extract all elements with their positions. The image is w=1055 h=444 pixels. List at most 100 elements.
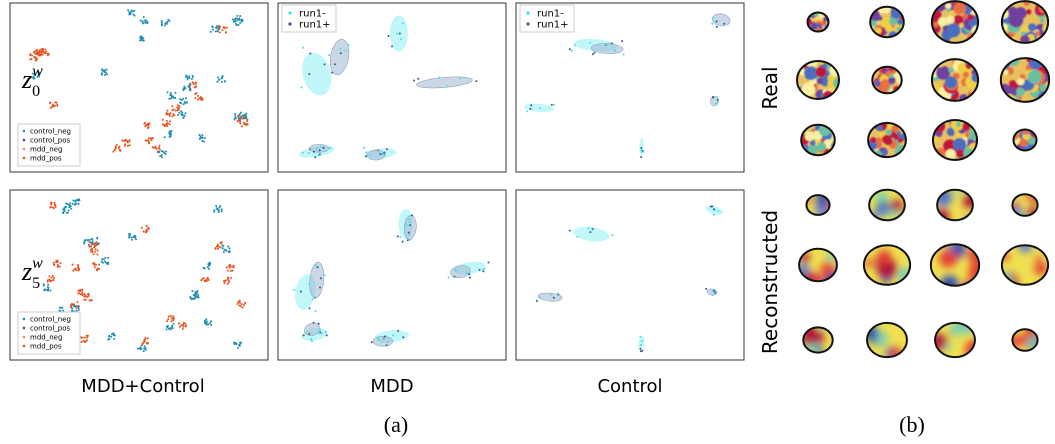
point — [164, 136, 166, 138]
point — [328, 54, 330, 56]
point — [469, 277, 471, 279]
point — [713, 290, 715, 292]
point — [315, 264, 317, 266]
point — [242, 114, 244, 116]
run-scatter — [292, 209, 489, 346]
brain — [927, 0, 984, 47]
point — [118, 147, 120, 149]
point — [166, 320, 168, 322]
point — [171, 96, 173, 98]
point — [72, 264, 74, 266]
point — [221, 29, 223, 31]
point — [180, 113, 182, 115]
point — [182, 98, 184, 100]
point — [106, 73, 108, 75]
point — [201, 134, 203, 136]
point — [210, 31, 212, 33]
point — [216, 30, 218, 32]
point — [409, 221, 411, 223]
legend-marker — [23, 148, 26, 151]
point — [223, 280, 225, 282]
point — [145, 125, 147, 127]
brain — [867, 2, 909, 41]
point — [173, 114, 175, 116]
point — [169, 328, 171, 330]
blob — [946, 23, 960, 37]
point — [182, 323, 184, 325]
point — [118, 146, 120, 148]
point — [402, 22, 404, 24]
point — [180, 110, 182, 112]
point — [308, 283, 310, 285]
point — [339, 47, 341, 49]
blob — [953, 2, 965, 14]
point — [133, 10, 135, 12]
point — [233, 118, 235, 120]
point — [386, 344, 388, 346]
blob — [939, 249, 957, 267]
blob — [999, 33, 1011, 45]
point — [169, 120, 171, 122]
legend-label: control_pos — [30, 137, 70, 145]
point — [184, 115, 186, 117]
ellipse — [524, 102, 555, 113]
point — [92, 251, 94, 253]
point — [392, 334, 394, 336]
point — [235, 17, 237, 19]
point — [162, 123, 164, 125]
point — [717, 210, 719, 212]
point — [224, 81, 226, 83]
run-scatter: run1-run1+ — [282, 5, 477, 160]
point — [219, 32, 221, 34]
point — [387, 35, 389, 37]
blob — [930, 183, 946, 199]
blob — [897, 137, 902, 142]
point — [639, 348, 641, 350]
blob — [885, 25, 892, 32]
point — [229, 265, 231, 267]
blob — [1009, 80, 1016, 87]
point — [77, 305, 79, 307]
point — [86, 335, 88, 337]
point — [182, 328, 184, 330]
point — [194, 97, 196, 99]
point — [83, 299, 85, 301]
point — [243, 304, 245, 306]
legend-label: control_pos — [30, 325, 70, 333]
point — [384, 335, 386, 337]
point — [194, 86, 196, 88]
ellipse — [572, 225, 610, 244]
point — [200, 96, 202, 98]
point — [466, 272, 468, 274]
point — [207, 277, 209, 279]
point — [487, 262, 489, 264]
point — [91, 299, 93, 301]
point — [319, 149, 321, 151]
legend-marker — [23, 327, 26, 330]
brain-texture — [867, 2, 909, 41]
point — [302, 47, 304, 49]
point — [166, 120, 168, 122]
point — [397, 330, 399, 332]
point — [705, 288, 707, 290]
point — [143, 339, 145, 341]
point — [479, 269, 481, 271]
point — [68, 209, 70, 211]
point — [239, 123, 241, 125]
point — [247, 123, 249, 125]
ellipse — [416, 75, 473, 90]
point — [232, 270, 234, 272]
point — [47, 284, 49, 286]
point — [174, 97, 176, 99]
point — [41, 49, 43, 51]
point — [41, 53, 43, 55]
point — [308, 73, 310, 75]
row-label: z5w — [21, 255, 43, 292]
point — [128, 139, 130, 141]
point — [192, 75, 194, 77]
blob — [795, 64, 800, 69]
point — [49, 290, 51, 292]
point — [36, 49, 38, 51]
point — [717, 99, 719, 101]
point — [74, 200, 76, 202]
